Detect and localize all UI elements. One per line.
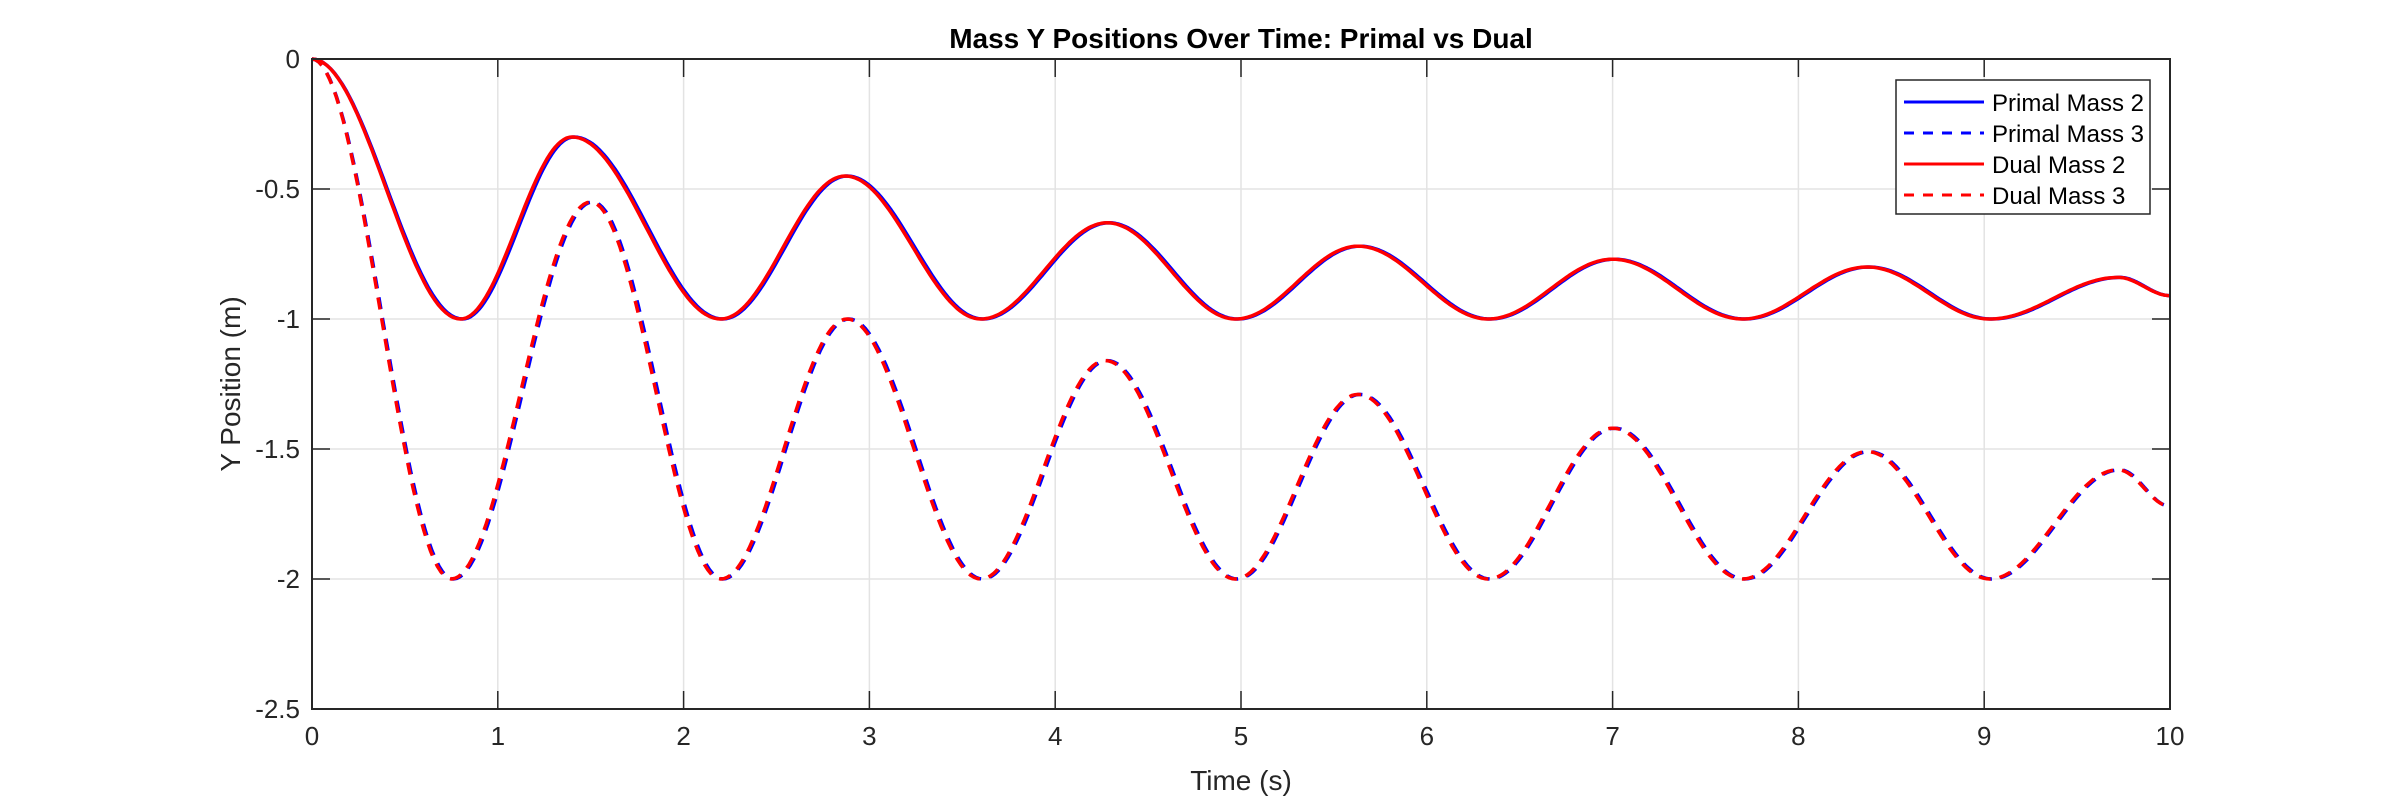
x-tick-label: 10 bbox=[2156, 721, 2185, 751]
series-line-dual-mass-3 bbox=[311, 57, 2171, 581]
series-group bbox=[311, 57, 2171, 581]
x-tick-label: 8 bbox=[1791, 721, 1805, 751]
x-tick-label: 6 bbox=[1420, 721, 1434, 751]
legend-label: Primal Mass 2 bbox=[1992, 90, 2144, 117]
x-tick-label: 2 bbox=[676, 721, 690, 751]
ticks: 0 1 2 3 4 5 6 7 8 9 10 0 -0.5 -1 -1.5 -2 -2.5 bbox=[255, 44, 2184, 751]
x-tick-label: 1 bbox=[491, 721, 505, 751]
series-line-dual-mass-2 bbox=[311, 57, 2171, 321]
grid-lines bbox=[311, 58, 2171, 710]
x-tick-label: 4 bbox=[1048, 721, 1062, 751]
x-tick-label: 0 bbox=[305, 721, 319, 751]
y-tick-label: -1 bbox=[277, 304, 300, 334]
y-tick-label: -1.5 bbox=[255, 434, 300, 464]
x-tick-label: 3 bbox=[862, 721, 876, 751]
legend-label: Dual Mass 3 bbox=[1992, 183, 2125, 210]
x-tick-label: 9 bbox=[1977, 721, 1991, 751]
y-axis-label: Y Position (m) bbox=[215, 296, 246, 471]
legend: Primal Mass 2 Primal Mass 3 Dual Mass 2 Dua… bbox=[1895, 79, 2151, 215]
x-tick-label: 7 bbox=[1605, 721, 1619, 751]
y-tick-label: -0.5 bbox=[255, 174, 300, 204]
legend-label: Primal Mass 3 bbox=[1992, 121, 2144, 148]
x-tick-label: 5 bbox=[1234, 721, 1248, 751]
y-tick-label: -2.5 bbox=[255, 694, 300, 724]
legend-label: Dual Mass 2 bbox=[1992, 152, 2125, 179]
x-axis-label: Time (s) bbox=[1190, 765, 1292, 796]
y-tick-label: -2 bbox=[277, 564, 300, 594]
y-tick-label: 0 bbox=[286, 44, 300, 74]
chart-title: Mass Y Positions Over Time: Primal vs Du… bbox=[949, 23, 1533, 54]
